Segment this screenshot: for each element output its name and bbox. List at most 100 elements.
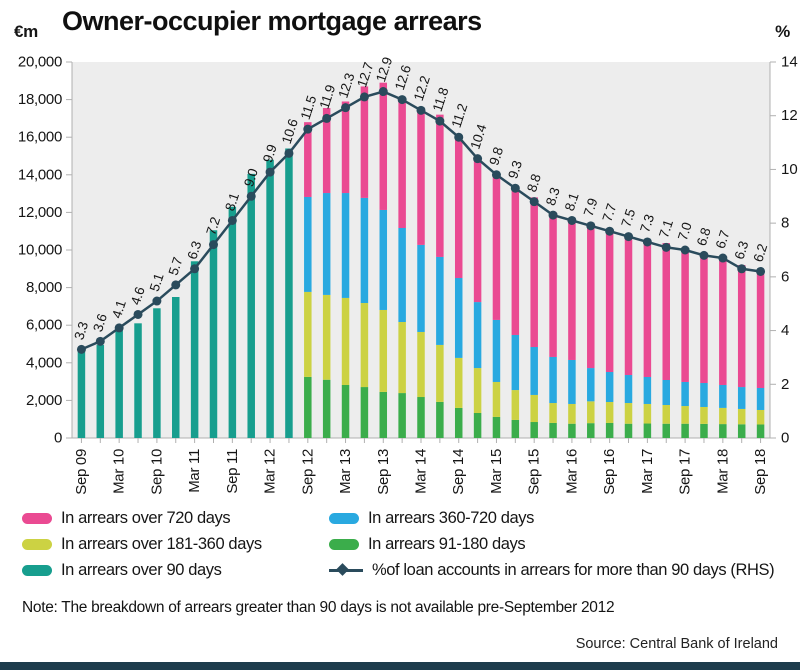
bar-segment <box>587 423 595 438</box>
legend-label: In arrears 91-180 days <box>368 535 526 553</box>
left-axis-tick-label: 18,000 <box>18 91 62 108</box>
bar-segment <box>605 401 614 423</box>
bar-segment <box>756 409 765 425</box>
pct-line-marker <box>303 124 313 134</box>
pct-line-marker <box>114 323 124 333</box>
x-axis-tick-label: Sep 15 <box>526 449 543 495</box>
left-axis-tick-label: 8,000 <box>26 279 62 296</box>
bar-segment <box>473 412 482 438</box>
pct-point-label: 5.1 <box>147 272 167 294</box>
bar-segment <box>605 372 614 402</box>
pct-line-marker <box>378 87 388 97</box>
bar-segment <box>454 357 463 408</box>
pct-line-marker <box>227 215 237 225</box>
bar-segment <box>587 368 595 402</box>
diamond-marker-icon <box>336 563 349 576</box>
pct-point-label: 7.7 <box>600 202 620 224</box>
x-axis-tick-label: Sep 18 <box>752 449 769 495</box>
bar-segment <box>549 212 557 357</box>
pct-line-marker <box>95 336 105 346</box>
bar-segment <box>266 159 274 438</box>
right-axis-tick-label: 0 <box>781 430 789 447</box>
pct-line-marker <box>284 148 294 158</box>
legend-item-91-180: In arrears 91-180 days <box>329 535 782 554</box>
legend-item-181-360: In arrears over 181-360 days <box>22 535 329 554</box>
bar-segment <box>417 331 425 398</box>
pct-point-label: 4.6 <box>128 285 148 307</box>
bar-segment <box>605 230 614 373</box>
bar-segment <box>624 234 633 376</box>
right-axis-unit-label: % <box>775 22 790 41</box>
bar-segment <box>662 380 670 406</box>
pct-line-marker <box>208 240 218 250</box>
bar-segment <box>360 387 369 438</box>
pct-line-marker <box>491 170 501 180</box>
legend-label: %of loan accounts in arrears for more th… <box>372 561 775 579</box>
footer-bar <box>0 662 800 670</box>
pct-point-label: 11.8 <box>430 86 452 114</box>
pct-line-marker <box>152 296 162 306</box>
bar-segment <box>530 197 538 348</box>
bar-segment <box>719 384 727 408</box>
x-axis-tick-label: Mar 18 <box>714 449 731 494</box>
bar-segment <box>700 406 708 424</box>
x-axis-tick-label: Sep 09 <box>73 449 90 495</box>
pct-line-marker <box>359 92 369 102</box>
x-axis-tick-label: Sep 16 <box>601 449 618 495</box>
pct-line-marker <box>246 191 256 201</box>
pct-point-label: 8.3 <box>543 186 563 208</box>
right-axis-tick-label: 12 <box>781 107 798 124</box>
pct-line-marker <box>76 344 86 354</box>
bar-segment <box>643 376 652 404</box>
legend-label: In arrears 360-720 days <box>368 509 534 527</box>
bar-segment <box>304 291 312 377</box>
x-axis-tick-label: Mar 17 <box>639 449 656 494</box>
pct-point-label: 5.7 <box>166 256 186 278</box>
chart-legend: In arrears over 720 days In arrears 360-… <box>22 509 782 580</box>
x-axis-tick-label: Mar 10 <box>111 449 128 494</box>
bar-segment <box>662 243 670 381</box>
pct-point-label: 8.1 <box>562 191 582 213</box>
bar-segment <box>341 193 350 298</box>
bar-segment <box>624 403 633 424</box>
legend-item-over-720: In arrears over 720 days <box>22 509 329 528</box>
right-axis-tick-label: 14 <box>781 54 798 71</box>
legend-label: In arrears over 720 days <box>61 509 231 527</box>
chart-title: Owner-occupier mortgage arrears <box>62 6 482 36</box>
x-axis-tick-label: Mar 14 <box>413 449 430 494</box>
bar-segment <box>643 403 652 424</box>
bar-segment <box>624 423 633 438</box>
pct-point-label: 3.3 <box>71 320 91 342</box>
pct-line-marker <box>567 215 577 225</box>
x-axis-tick-label: Mar 11 <box>186 449 203 493</box>
bar-segment <box>172 297 180 438</box>
bar-segment <box>549 356 557 404</box>
bar-segment <box>360 197 369 304</box>
pct-line-marker <box>341 103 351 113</box>
legend-label: In arrears over 90 days <box>61 561 222 579</box>
bar-segment <box>360 86 369 198</box>
pct-line-marker <box>718 253 728 263</box>
pct-point-label: 8.8 <box>524 172 544 194</box>
legend-item-over-90: In arrears over 90 days <box>22 561 329 580</box>
left-axis-tick-label: 16,000 <box>18 129 62 146</box>
right-axis-tick-label: 2 <box>781 376 789 393</box>
bar-segment <box>737 387 746 409</box>
left-axis-tick-label: 2,000 <box>26 392 62 409</box>
pct-point-label: 10.6 <box>279 117 301 145</box>
bar-segment <box>436 344 444 402</box>
bar-segment <box>322 379 331 438</box>
bar-segment <box>643 423 652 438</box>
bar-segment <box>454 407 463 438</box>
pct-point-label: 7.2 <box>203 215 223 237</box>
pct-line-marker <box>529 197 539 207</box>
pct-point-label: 7.0 <box>675 221 695 243</box>
bar-segment <box>360 303 369 388</box>
bar-segment <box>436 114 444 257</box>
right-axis-tick-label: 8 <box>781 215 789 232</box>
bar-segment <box>379 391 388 438</box>
pct-point-label: 7.9 <box>581 197 601 219</box>
bar-segment <box>549 403 557 423</box>
bar-segment <box>473 157 482 303</box>
mortgage-arrears-chart: 0 2,000 4,000 6,000 8,000 10,000 12,000 14,000 1… <box>18 54 798 495</box>
